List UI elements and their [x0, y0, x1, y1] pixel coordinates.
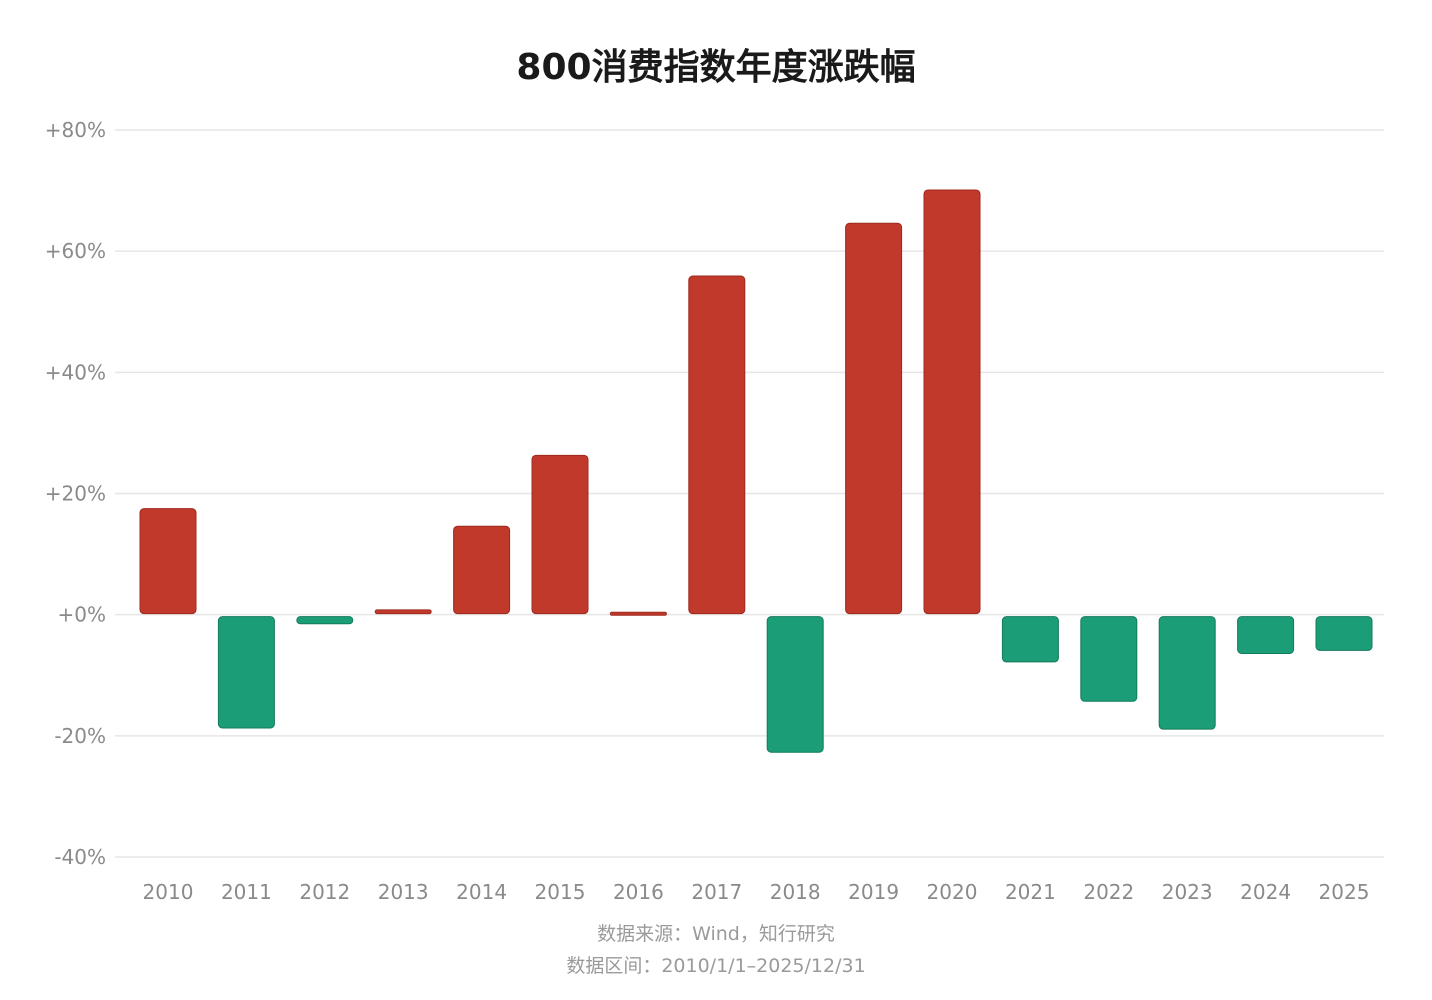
- x-tick-label: 2021: [1005, 880, 1056, 904]
- bar-2024: [1237, 616, 1295, 654]
- bar-2015: [531, 454, 589, 615]
- bar-2010: [139, 508, 197, 615]
- bar-2025: [1315, 616, 1373, 651]
- y-tick-label: +40%: [45, 360, 106, 384]
- x-tick-label: 2013: [378, 880, 429, 904]
- bar-2020: [923, 189, 981, 615]
- x-tick-label: 2018: [770, 880, 821, 904]
- x-tick-label: 2022: [1083, 880, 1134, 904]
- y-tick-label: -40%: [54, 845, 106, 869]
- y-tick-label: +60%: [45, 239, 106, 263]
- bar-2017: [688, 275, 746, 615]
- x-tick-label: 2010: [143, 880, 194, 904]
- y-tick-label: -20%: [54, 724, 106, 748]
- x-tick-label: 2025: [1319, 880, 1370, 904]
- x-axis-ticks: 2010 2011 2012 2013 2014 2015 2016 2017 2018 2019…: [143, 880, 1370, 904]
- bars: [139, 189, 1373, 753]
- x-tick-label: 2020: [927, 880, 978, 904]
- bar-2014: [453, 525, 511, 615]
- x-tick-label: 2024: [1240, 880, 1291, 904]
- x-tick-label: 2023: [1162, 880, 1213, 904]
- bar-2012: [296, 616, 354, 625]
- y-tick-label: +80%: [45, 118, 106, 142]
- bar-2022: [1080, 616, 1138, 702]
- grid-lines: [115, 129, 1384, 858]
- x-tick-label: 2016: [613, 880, 664, 904]
- data-range-note: 数据区间：2010/1/1–2025/12/31: [566, 955, 866, 977]
- x-tick-label: 2011: [221, 880, 272, 904]
- chart-title: 800消费指数年度涨跌幅: [516, 47, 916, 88]
- x-tick-label: 2015: [535, 880, 586, 904]
- y-tick-label: +0%: [58, 603, 107, 627]
- bar-2021: [1001, 616, 1059, 663]
- bar-2016: [609, 611, 667, 616]
- x-tick-label: 2017: [691, 880, 742, 904]
- y-axis-ticks: +80% +60% +40% +20% +0% -20% -40%: [45, 118, 106, 869]
- bar-2013: [374, 609, 432, 615]
- x-tick-label: 2019: [848, 880, 899, 904]
- bar-2023: [1158, 616, 1216, 730]
- data-source-note: 数据来源：Wind，知行研究: [597, 923, 835, 945]
- x-tick-label: 2014: [456, 880, 507, 904]
- bar-2011: [217, 616, 275, 729]
- x-tick-label: 2012: [299, 880, 350, 904]
- bar-2018: [766, 616, 824, 753]
- y-tick-label: +20%: [45, 482, 106, 506]
- bar-2019: [845, 222, 903, 615]
